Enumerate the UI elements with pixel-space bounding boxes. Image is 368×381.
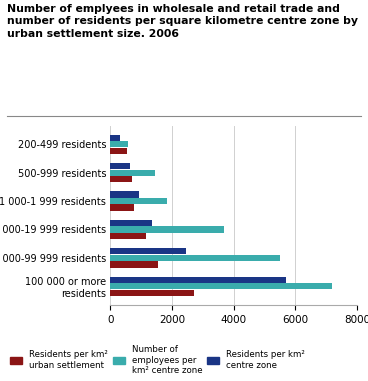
Bar (110, 248, 186, 255)
Bar (110, 233, 146, 239)
Bar (110, 134, 120, 141)
Bar (110, 147, 127, 154)
Bar (110, 283, 332, 290)
Bar (110, 290, 194, 296)
Bar (110, 261, 158, 267)
Legend: Residents per km²
urban settlement, Number of
employees per
km² centre zone, Res: Residents per km² urban settlement, Numb… (8, 343, 307, 377)
Bar (110, 170, 155, 176)
Bar (110, 205, 134, 211)
Bar (110, 277, 286, 283)
Bar (110, 198, 167, 204)
Bar (110, 176, 132, 182)
Bar (110, 220, 152, 226)
Bar (110, 141, 128, 147)
Bar (110, 255, 280, 261)
Bar (110, 163, 130, 169)
Text: Number of emplyees in wholesale and retail trade and
number of residents per squ: Number of emplyees in wholesale and reta… (7, 4, 358, 38)
Bar (110, 226, 224, 233)
Bar (110, 191, 139, 198)
